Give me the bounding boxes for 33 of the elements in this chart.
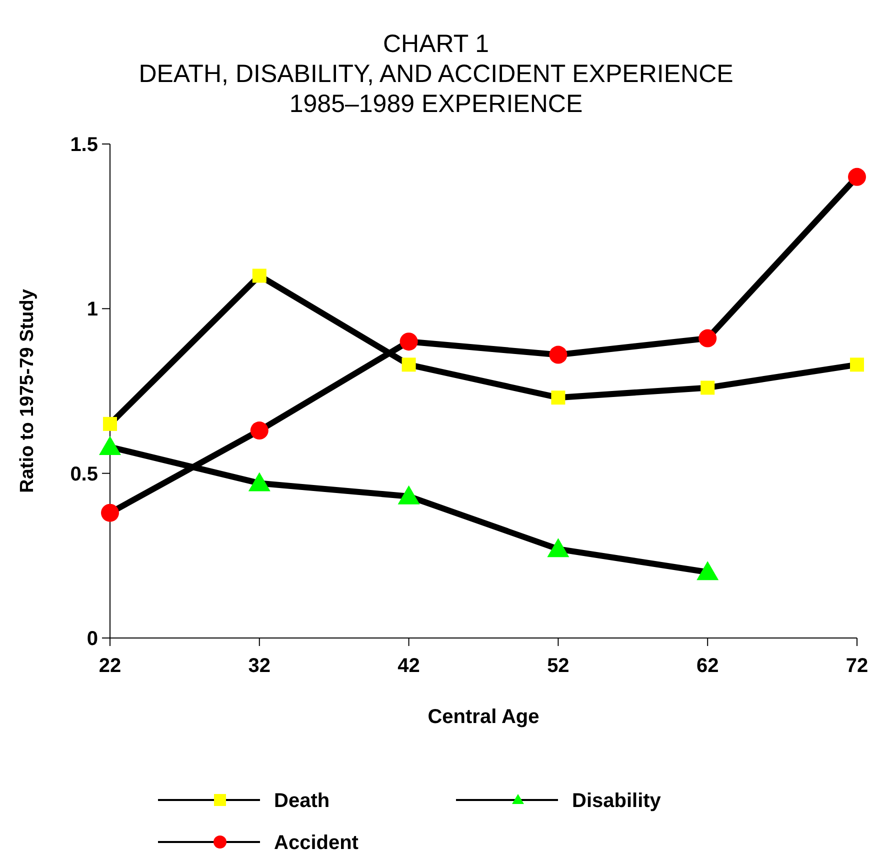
point	[698, 329, 717, 348]
x-tick-label: 72	[846, 655, 868, 677]
point	[402, 358, 416, 372]
point	[99, 436, 121, 455]
x-axis-title: Central Age	[428, 706, 540, 728]
x-tick-label: 42	[398, 655, 420, 677]
point	[400, 332, 418, 351]
point	[850, 358, 864, 372]
x-tick-label: 52	[547, 655, 570, 677]
y-axis-title: Ratio to 1975-79 Study	[17, 288, 38, 493]
legend-label: Death	[274, 790, 330, 812]
point	[700, 380, 715, 395]
legend-label: Disability	[572, 790, 662, 812]
point	[103, 416, 117, 431]
point	[101, 504, 119, 522]
point	[398, 485, 420, 504]
point	[549, 346, 568, 364]
x-tick-label: 62	[696, 655, 719, 677]
y-tick-label: 0.5	[70, 463, 98, 486]
y-tick-label: 0	[86, 628, 98, 650]
point	[248, 472, 270, 492]
point	[250, 422, 268, 440]
point	[547, 538, 570, 558]
point	[551, 390, 566, 405]
x-tick-label: 22	[98, 655, 122, 677]
legend-label: Accident	[274, 832, 359, 854]
x-tick-label: 32	[248, 655, 271, 677]
point	[252, 268, 266, 283]
point	[696, 561, 719, 580]
y-tick-label: 1.5	[70, 134, 98, 156]
chart-title: CHART 1 DEATH, DISABILITY, AND ACCIDENT EXPERIENCE 1985–1989 EXPERIENCE	[138, 30, 734, 118]
y-tick-label: 1	[86, 298, 98, 321]
point	[848, 168, 866, 186]
